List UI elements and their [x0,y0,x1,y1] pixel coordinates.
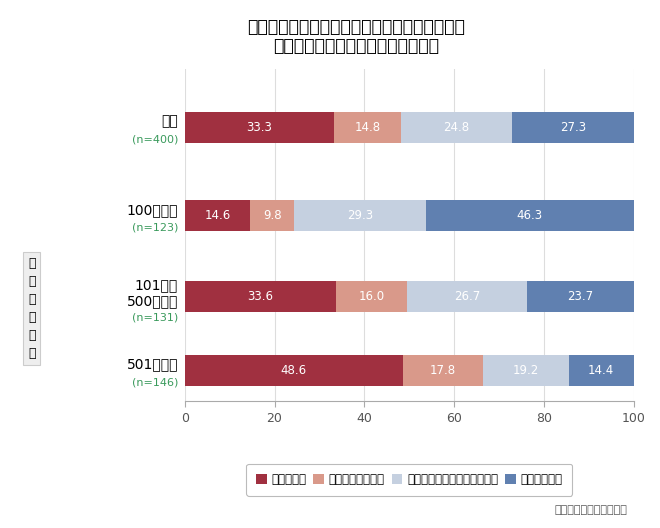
Bar [250,200,294,231]
Text: 48.6: 48.6 [280,364,307,377]
Bar [185,200,250,231]
Bar [185,281,335,312]
Text: 33.3: 33.3 [247,121,273,134]
Text: 101人～: 101人～ [135,278,178,292]
Text: (n=131): (n=131) [132,313,178,323]
Bar [334,112,401,143]
Text: 26.7: 26.7 [454,290,480,303]
Text: 33.6: 33.6 [248,290,273,303]
Text: 全体: 全体 [161,115,178,129]
Legend: やっている, これからやる予定, やりたいが具体的な策はない, やっていない: やっている, これからやる予定, やりたいが具体的な策はない, やっていない [246,464,572,496]
Text: 501人以上: 501人以上 [127,357,178,372]
Text: 社内で取り組みを行っていますか？: 社内で取り組みを行っていますか？ [273,37,440,55]
Bar [185,112,334,143]
Text: (n=400): (n=400) [132,134,178,144]
Bar [569,355,634,386]
Text: (n=146): (n=146) [132,377,178,387]
Text: 23.7: 23.7 [568,290,593,303]
Bar [335,281,407,312]
Bar [185,355,403,386]
Text: 24.8: 24.8 [444,121,469,134]
Text: 16.0: 16.0 [358,290,385,303]
Text: 29.3: 29.3 [347,209,373,222]
Bar [483,355,569,386]
Text: 9.8: 9.8 [263,209,282,222]
Text: 14.8: 14.8 [354,121,381,134]
Bar [512,112,634,143]
Text: 14.4: 14.4 [588,364,614,377]
Bar [403,355,483,386]
Text: 17.8: 17.8 [430,364,456,377]
Bar [407,281,527,312]
Text: 従
業
員
規
模
別: 従 業 員 規 模 別 [28,257,36,361]
Text: マンパワーグループ調べ: マンパワーグループ調べ [554,505,627,515]
Text: 500人以下: 500人以下 [127,294,178,308]
Bar [401,112,512,143]
Text: 27.3: 27.3 [560,121,586,134]
Text: 46.3: 46.3 [517,209,543,222]
Text: 100人以下: 100人以下 [127,203,178,217]
Text: 19.2: 19.2 [513,364,539,377]
Text: 障がいのある従業員への理解を高めるために、: 障がいのある従業員への理解を高めるために、 [248,18,465,36]
Bar [426,200,634,231]
Text: 14.6: 14.6 [205,209,231,222]
Bar [527,281,634,312]
Text: (n=123): (n=123) [132,223,178,233]
Bar [294,200,426,231]
